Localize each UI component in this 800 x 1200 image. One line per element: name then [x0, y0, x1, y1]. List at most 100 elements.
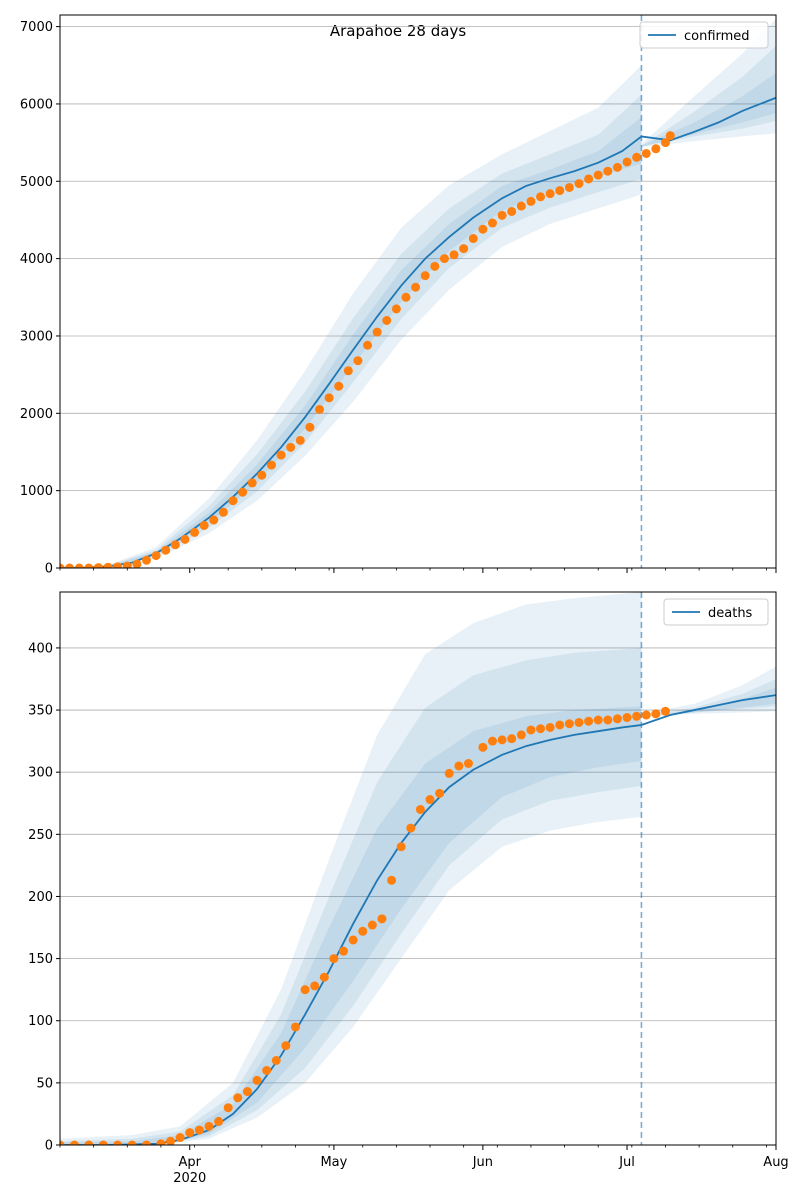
observed-point	[132, 559, 142, 568]
y-tick-label: 150	[28, 952, 53, 967]
observed-point	[555, 720, 565, 730]
observed-point	[516, 730, 526, 740]
observed-point	[343, 366, 353, 376]
observed-point	[487, 218, 497, 228]
observed-point	[367, 920, 377, 930]
y-tick-label: 3000	[20, 329, 53, 344]
observed-point	[84, 1140, 94, 1145]
observed-point	[324, 393, 334, 403]
observed-point	[497, 735, 507, 745]
y-tick-label: 6000	[20, 97, 53, 112]
observed-point	[411, 282, 421, 292]
observed-point	[98, 1140, 108, 1145]
observed-point	[286, 442, 296, 452]
observed-point	[401, 292, 411, 302]
y-tick-label: 7000	[20, 20, 53, 35]
observed-point	[435, 788, 445, 798]
axes-frame	[59, 591, 777, 1146]
observed-point	[478, 742, 488, 752]
observed-point	[396, 842, 406, 852]
observed-point	[161, 545, 171, 555]
observed-point	[536, 192, 546, 202]
observed-point	[103, 562, 113, 568]
series-line-confirmed	[60, 96, 776, 568]
observed-point	[156, 1139, 166, 1145]
observed-point	[584, 716, 594, 726]
y-tick-label: 400	[28, 641, 53, 656]
x-tick-label: May	[320, 1155, 347, 1170]
observed-point	[151, 551, 161, 561]
observed-point	[526, 725, 536, 735]
observed-point	[497, 210, 507, 220]
legend: deaths	[663, 598, 769, 626]
observed-point	[228, 496, 238, 506]
observed-point	[295, 435, 305, 445]
observed-point	[142, 1140, 151, 1145]
observed-point	[300, 985, 310, 995]
legend-box	[663, 598, 769, 626]
observed-point	[612, 162, 622, 172]
observed-point	[387, 875, 397, 885]
observed-point	[271, 1056, 281, 1065]
plot-area	[60, 18, 776, 568]
y-tick-label: 0	[45, 562, 53, 577]
y-tick-label: 50	[36, 1076, 53, 1091]
observed-point	[593, 170, 603, 180]
observed-point	[564, 182, 574, 192]
observed-point	[281, 1041, 291, 1051]
observed-point	[358, 926, 368, 936]
observed-point	[329, 954, 339, 964]
observed-point	[444, 768, 454, 778]
observed-point	[214, 1116, 224, 1126]
legend: confirmed	[639, 21, 769, 49]
axes-frame	[59, 14, 777, 569]
observed-point	[113, 1140, 123, 1145]
observed-point	[122, 561, 132, 568]
observed-point	[363, 340, 373, 350]
x-tick-label: Jul	[618, 1155, 635, 1170]
observed-point	[223, 1103, 233, 1113]
observed-point	[603, 715, 613, 725]
observed-point	[574, 179, 584, 189]
observed-point	[238, 487, 248, 497]
observed-point	[622, 713, 632, 723]
observed-point	[257, 470, 267, 480]
observed-point	[84, 563, 94, 568]
observed-point	[641, 710, 651, 720]
observed-point	[209, 515, 219, 525]
observed-point	[314, 404, 324, 414]
observed-point	[353, 356, 363, 366]
observed-point	[507, 734, 517, 744]
observed-point	[555, 186, 565, 196]
x-tick-label: Jun	[472, 1155, 493, 1170]
uncertainty-band	[60, 592, 776, 1145]
observed-point	[391, 304, 401, 314]
observed-point	[305, 422, 315, 432]
observed-point	[516, 201, 526, 211]
observed-point	[372, 327, 382, 337]
observed-point	[632, 711, 642, 721]
observed-point	[415, 804, 425, 814]
observed-point	[545, 189, 555, 199]
observed-point	[175, 1133, 185, 1143]
observed-point	[166, 1136, 176, 1145]
observed-point	[665, 131, 675, 141]
observed-point	[180, 534, 190, 544]
observed-point	[526, 196, 536, 206]
plot-area	[60, 592, 776, 1145]
observed-point	[74, 563, 84, 568]
y-tick-label: 0	[45, 1139, 53, 1154]
observed-point	[564, 719, 574, 729]
observed-point	[190, 527, 200, 537]
observed-point	[69, 1140, 79, 1145]
observed-point	[478, 224, 488, 234]
x-tick-sublabel: 2020	[173, 1171, 206, 1186]
observed-point	[170, 540, 180, 550]
observed-point	[60, 563, 65, 568]
observed-point	[593, 715, 603, 725]
observed-point	[290, 1022, 300, 1032]
observed-point	[310, 981, 320, 991]
confirmed-panel: 0 1000 2000 3000 4000 5000 6000 7000 confirmed	[20, 14, 777, 577]
observed-point	[204, 1121, 214, 1131]
observed-point	[660, 706, 670, 716]
